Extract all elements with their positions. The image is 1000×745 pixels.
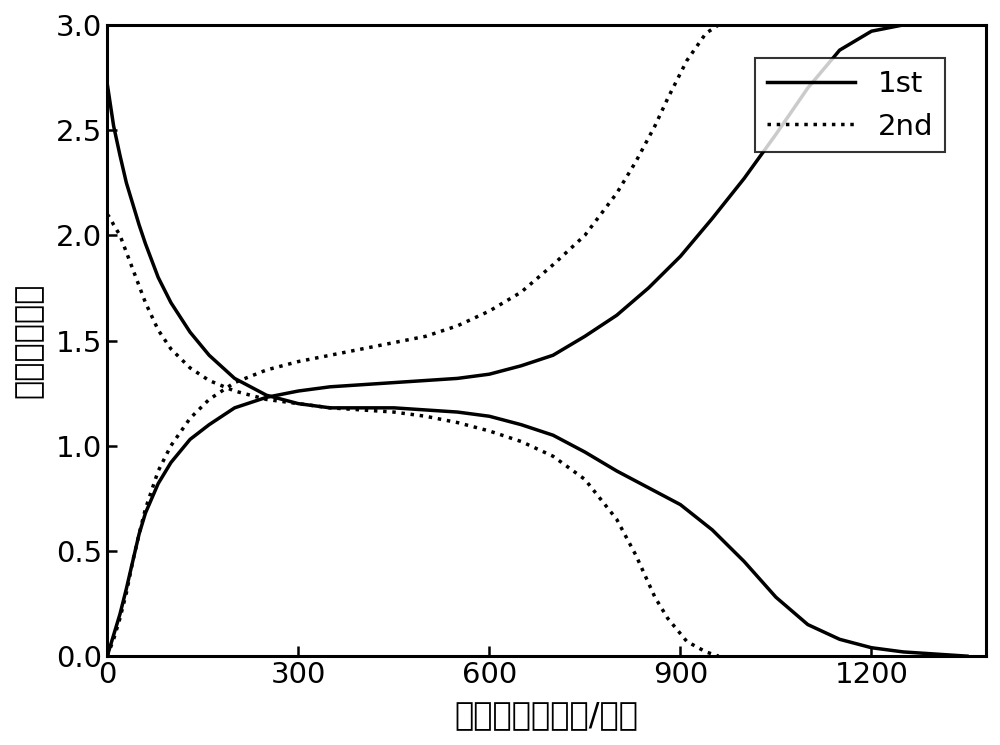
2nd <box>229 387 241 396</box>
1st <box>643 484 655 492</box>
Line: 1st: 1st <box>107 83 967 656</box>
1st <box>547 431 559 440</box>
2nd <box>547 451 559 460</box>
1st <box>229 374 241 383</box>
2nd <box>139 298 151 307</box>
1st <box>865 643 877 652</box>
2nd <box>184 364 196 372</box>
1st <box>929 650 941 659</box>
1st <box>120 178 132 187</box>
2nd <box>152 326 164 335</box>
2nd <box>662 614 674 623</box>
2nd <box>324 403 336 412</box>
2nd <box>101 210 113 219</box>
2nd <box>108 221 120 229</box>
1st <box>184 328 196 337</box>
1st <box>133 221 145 229</box>
2nd <box>700 647 712 656</box>
2nd <box>681 637 693 646</box>
1st <box>260 390 272 399</box>
1st <box>292 399 304 408</box>
2nd <box>483 427 495 436</box>
1st <box>897 647 909 656</box>
2nd <box>515 437 527 446</box>
2nd <box>420 412 432 421</box>
2nd <box>356 405 368 414</box>
2nd <box>388 408 400 416</box>
Line: 2nd: 2nd <box>107 215 719 656</box>
2nd <box>579 475 591 484</box>
2nd <box>203 376 215 385</box>
1st <box>738 557 750 566</box>
1st <box>127 199 139 208</box>
1st <box>101 79 113 88</box>
X-axis label: 比容量（毫安时/克）: 比容量（毫安时/克） <box>455 700 639 731</box>
1st <box>420 405 432 414</box>
1st <box>152 273 164 282</box>
2nd <box>292 399 304 408</box>
1st <box>108 121 120 130</box>
1st <box>706 525 718 534</box>
Y-axis label: 电压（伏特）: 电压（伏特） <box>14 283 45 399</box>
2nd <box>114 231 126 240</box>
1st <box>139 239 151 248</box>
2nd <box>133 282 145 291</box>
2nd <box>104 214 116 223</box>
1st <box>452 408 464 416</box>
1st <box>104 101 116 110</box>
1st <box>674 500 686 509</box>
1st <box>515 420 527 429</box>
2nd <box>649 593 661 602</box>
1st <box>770 593 782 602</box>
2nd <box>260 395 272 404</box>
2nd <box>452 418 464 427</box>
2nd <box>611 515 623 524</box>
1st <box>114 151 126 160</box>
2nd <box>713 652 725 661</box>
1st <box>165 298 177 307</box>
1st <box>324 403 336 412</box>
2nd <box>127 264 139 273</box>
1st <box>834 635 846 644</box>
1st <box>203 351 215 360</box>
1st <box>961 652 973 661</box>
2nd <box>165 344 177 353</box>
1st <box>579 448 591 457</box>
1st <box>802 620 814 629</box>
1st <box>611 466 623 475</box>
2nd <box>630 551 642 559</box>
1st <box>388 403 400 412</box>
1st <box>356 403 368 412</box>
1st <box>483 412 495 421</box>
Legend: 1st, 2nd: 1st, 2nd <box>755 58 945 152</box>
2nd <box>120 247 132 256</box>
